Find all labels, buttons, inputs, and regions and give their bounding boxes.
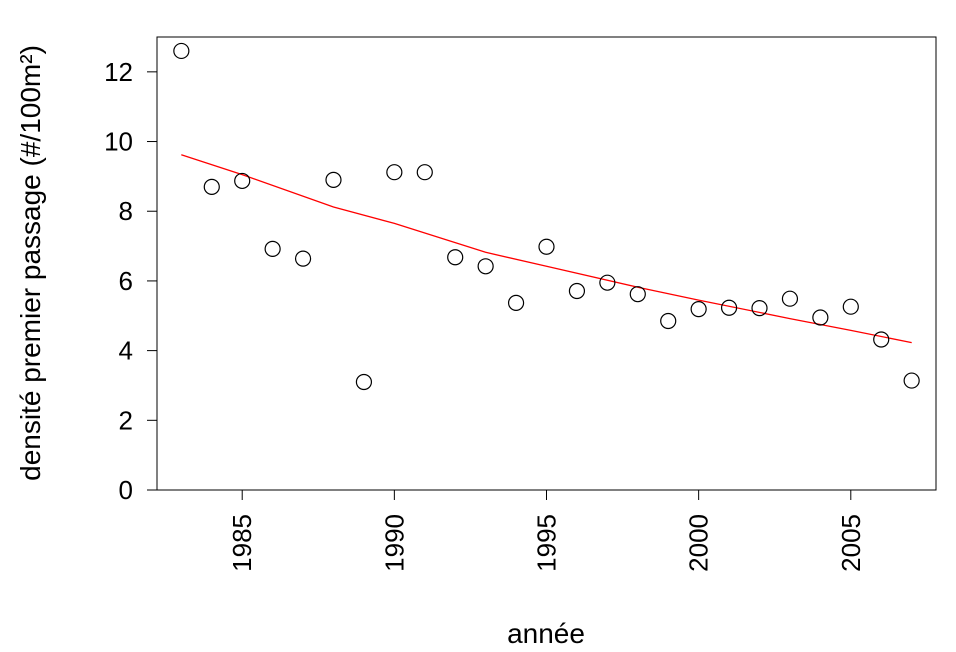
x-axis: 1985 1990 1995 2000 2005: [227, 489, 866, 572]
trend-line-layer: [181, 154, 912, 344]
y-axis: 0 2 4 6 8 10 12: [104, 57, 158, 505]
y-tick-label: 4: [119, 336, 133, 366]
data-point: [720, 299, 738, 316]
x-axis-title: année: [507, 618, 585, 649]
data-point: [690, 301, 707, 318]
y-tick-label: 8: [119, 196, 133, 226]
data-point: [873, 331, 890, 348]
y-tick-label: 12: [104, 57, 133, 87]
data-point: [447, 249, 464, 266]
data-point: [842, 298, 859, 315]
x-tick-label: 2000: [684, 514, 714, 572]
x-tick-label: 1985: [227, 514, 257, 572]
x-tick-label: 2005: [836, 514, 866, 572]
x-tick-label: 1995: [532, 514, 562, 572]
data-point: [173, 42, 190, 60]
data-point: [599, 274, 616, 291]
data-point: [477, 258, 494, 275]
data-point: [903, 372, 920, 389]
data-point: [234, 172, 251, 190]
data-point: [264, 240, 281, 257]
data-point: [660, 312, 677, 330]
data-point: [812, 309, 829, 326]
data-point: [751, 300, 768, 317]
y-tick-label: 6: [119, 266, 133, 296]
data-point: [629, 286, 646, 303]
trend-line: [181, 154, 912, 344]
x-tick-label: 1990: [379, 514, 409, 572]
data-point: [203, 178, 220, 195]
plot-frame: [156, 36, 937, 491]
y-tick-label: 0: [119, 475, 133, 505]
data-point: [538, 238, 555, 255]
data-point: [416, 164, 433, 181]
data-points-layer: [173, 42, 920, 391]
y-axis-title: densité premier passage (#/100m²): [15, 45, 46, 481]
data-point: [507, 294, 525, 311]
data-point: [294, 250, 312, 267]
data-point: [781, 290, 799, 307]
data-point: [386, 164, 403, 181]
y-tick-label: 10: [104, 127, 133, 157]
y-tick-label: 2: [119, 405, 133, 435]
data-point: [355, 373, 373, 391]
data-point: [568, 282, 586, 300]
data-point: [325, 171, 342, 188]
